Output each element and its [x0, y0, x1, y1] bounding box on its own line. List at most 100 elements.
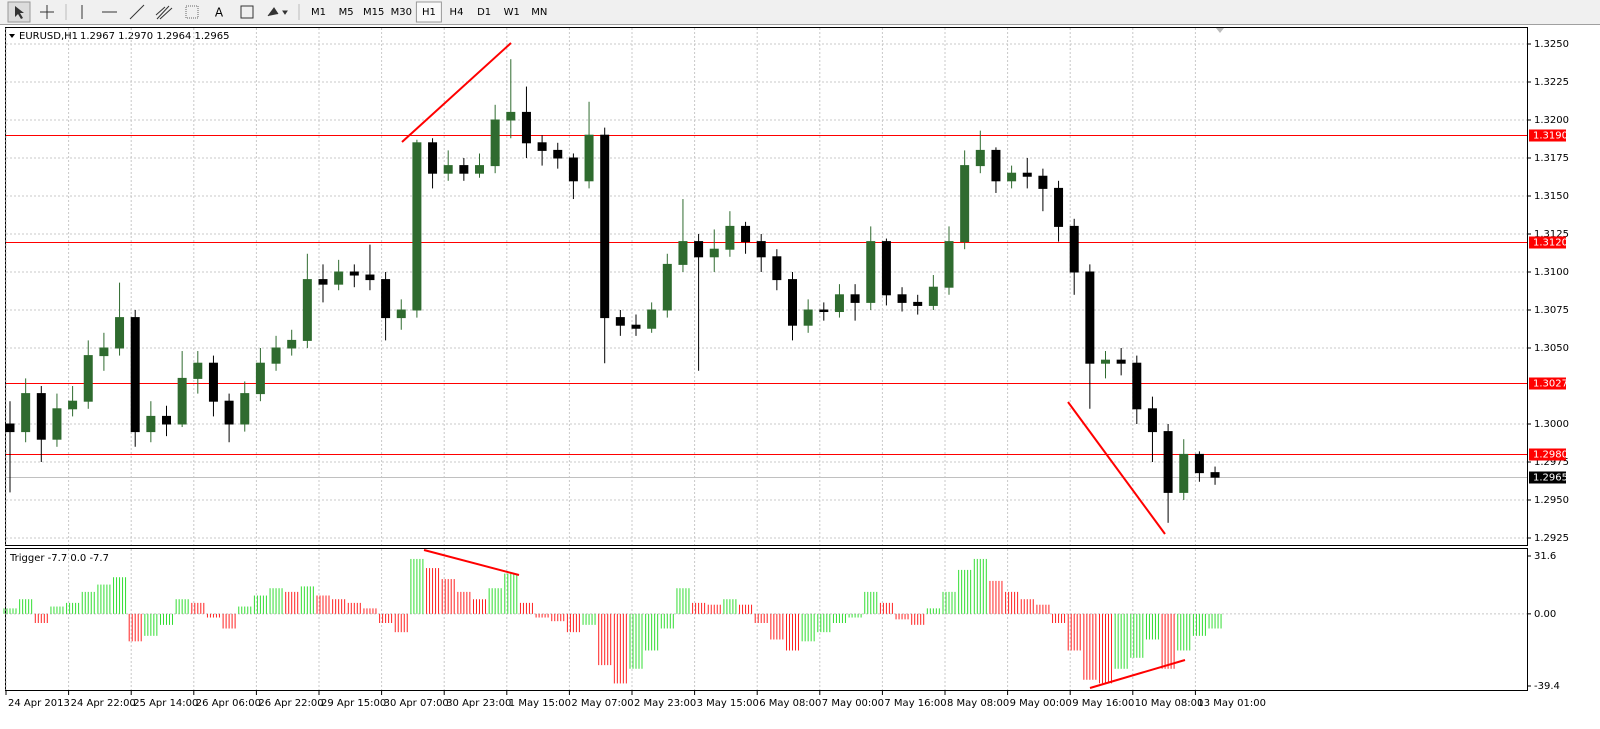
x-tick-label: 7 May 16:00 — [884, 698, 946, 709]
candle-body — [396, 309, 406, 319]
candle-body — [537, 142, 547, 151]
candle-body — [960, 165, 970, 243]
level-label: 1.3190 — [1533, 131, 1568, 142]
candle-body — [1038, 175, 1048, 189]
trendline-tool[interactable] — [129, 4, 145, 20]
level-tag — [1529, 236, 1566, 249]
candle-body — [1210, 472, 1220, 478]
shift-marker — [1216, 28, 1224, 33]
x-tick-label: 26 Apr 22:00 — [258, 698, 323, 709]
toolbar-bg — [0, 0, 1600, 24]
candle-body — [162, 415, 171, 425]
x-tick-label: 2 May 07:00 — [571, 698, 633, 709]
symbol-arrow — [9, 34, 15, 38]
trend-line — [1067, 401, 1166, 535]
candle-body — [318, 279, 328, 285]
trend-line — [401, 42, 512, 143]
timeframe-button[interactable]: M15 — [363, 7, 384, 18]
candle-body — [490, 119, 500, 167]
candle-body — [365, 274, 375, 281]
candle-body — [975, 149, 985, 167]
y-tick-label: 1.3150 — [1534, 191, 1569, 202]
candle-body — [1179, 453, 1189, 493]
candle-body — [568, 157, 578, 182]
y-tick-label: 1.3225 — [1534, 77, 1569, 88]
arrows-tool[interactable] — [267, 7, 288, 17]
x-tick-label: 24 Apr 2013 — [8, 698, 70, 709]
x-tick-label: 8 May 08:00 — [947, 698, 1009, 709]
x-tick-label: 9 May 00:00 — [1010, 698, 1072, 709]
candle-body — [897, 294, 907, 303]
x-tick-label: 9 May 16:00 — [1072, 698, 1134, 709]
timeframe-button[interactable]: D1 — [477, 7, 491, 18]
main-frame — [5, 27, 1528, 546]
level-tag — [1529, 377, 1566, 390]
y-tick-label: 1.3200 — [1534, 115, 1569, 126]
candle-body — [1022, 172, 1032, 177]
candle-body — [83, 355, 93, 402]
y-tick-label: 1.2925 — [1534, 533, 1569, 544]
candle-body — [834, 294, 844, 313]
timeframe-button[interactable]: MN — [531, 7, 547, 18]
candle-body — [913, 301, 923, 306]
candle-body — [506, 111, 516, 121]
candle-body — [1007, 172, 1017, 182]
timeframe-button[interactable]: W1 — [504, 7, 520, 18]
y-tick-label: 1.3050 — [1534, 343, 1569, 354]
toolbar: A M1 M5 M15 M30 H1 H4 D1 W1 MN — [0, 0, 1600, 25]
candle-body — [662, 263, 672, 311]
x-tick-label: 30 Apr 07:00 — [384, 698, 449, 709]
candle-body — [240, 393, 250, 425]
x-tick-label: 13 May 01:00 — [1197, 698, 1266, 709]
timeframe-button[interactable]: H4 — [450, 7, 464, 18]
candle-body — [443, 165, 453, 174]
candle-body — [146, 415, 156, 433]
label-tool[interactable] — [240, 5, 254, 19]
candle-body — [772, 256, 782, 281]
y-tick-label: -39.4 — [1534, 681, 1560, 692]
timeframe-active — [415, 1, 442, 23]
indicator-title: Trigger -7.7 0.0 -7.7 — [9, 553, 109, 564]
text-tool[interactable]: A — [215, 6, 224, 20]
candle-body — [428, 142, 438, 174]
candle-body — [521, 111, 531, 144]
candle-body — [475, 165, 484, 174]
candle-body — [1085, 271, 1095, 364]
x-tick-label: 29 Apr 15:00 — [321, 698, 386, 709]
candle-body — [36, 393, 46, 440]
y-tick-label: 1.3250 — [1534, 39, 1569, 50]
x-tick-label: 1 May 15:00 — [509, 698, 571, 709]
candle-body — [287, 339, 297, 349]
candle-body — [741, 225, 751, 243]
level-label: 1.2980 — [1533, 450, 1568, 461]
candle-body — [991, 149, 1001, 182]
current-price-label: 1.2965 — [1533, 473, 1568, 484]
timeframe-button[interactable]: M1 — [311, 7, 326, 18]
candle-body — [1069, 225, 1079, 273]
trend-line — [1089, 659, 1186, 689]
timeframe-button[interactable]: M5 — [339, 7, 354, 18]
candle-body — [349, 271, 359, 276]
candle-body — [1116, 359, 1126, 364]
candle-body — [5, 423, 15, 433]
candle-body — [224, 400, 234, 425]
fibo-tool[interactable] — [185, 5, 199, 19]
candle-body — [334, 271, 344, 285]
candle-body — [694, 241, 704, 258]
candle-body — [271, 347, 281, 364]
level-tag — [1529, 448, 1566, 461]
candle-body — [115, 317, 125, 349]
crosshair-tool[interactable] — [40, 5, 54, 19]
timeframe-button[interactable]: H1 — [422, 7, 436, 18]
x-tick-label: 3 May 15:00 — [697, 698, 759, 709]
x-tick-label: 7 May 00:00 — [822, 698, 884, 709]
candle-body — [553, 149, 563, 159]
candle-body — [412, 142, 422, 311]
candle-body — [208, 362, 218, 402]
timeframe-button[interactable]: M30 — [391, 7, 412, 18]
level-label: 1.3120 — [1533, 238, 1568, 249]
candle-body — [866, 241, 876, 303]
channel-tool[interactable] — [155, 5, 173, 20]
